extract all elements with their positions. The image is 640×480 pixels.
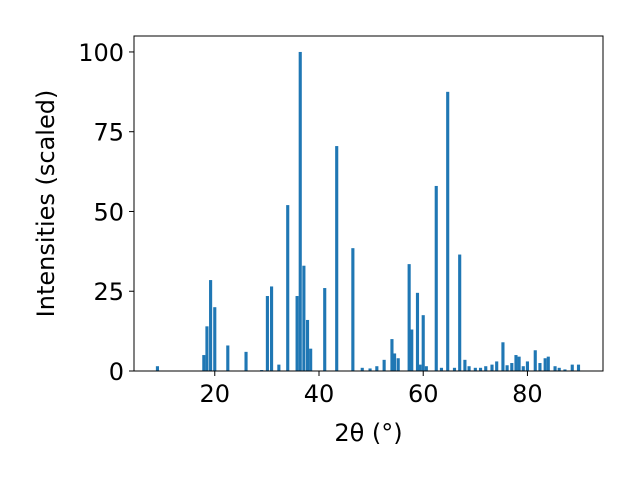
- bar: [209, 280, 213, 371]
- bar: [495, 361, 499, 371]
- bar: [463, 359, 467, 371]
- y-tick-label: 25: [93, 278, 124, 306]
- bar: [510, 363, 514, 371]
- bar: [213, 307, 217, 371]
- bar: [478, 367, 483, 371]
- bar: [407, 264, 411, 371]
- bar: [563, 369, 567, 371]
- bar: [302, 265, 306, 371]
- x-axis-label: 2θ (°): [334, 419, 402, 447]
- bar: [286, 205, 290, 371]
- bar: [360, 367, 364, 371]
- bar: [514, 355, 518, 371]
- bar: [382, 359, 386, 371]
- bar: [576, 364, 581, 371]
- bar: [298, 51, 302, 371]
- y-axis-label: Intensities (scaled): [32, 90, 60, 318]
- x-tick-label: 60: [408, 380, 439, 408]
- bar: [305, 319, 310, 371]
- bar: [418, 364, 422, 371]
- bar: [533, 350, 537, 371]
- bar: [424, 366, 428, 371]
- bar: [553, 366, 557, 371]
- bar: [421, 315, 425, 371]
- bar: [484, 366, 488, 371]
- bar: [392, 353, 397, 371]
- bar: [415, 292, 420, 371]
- bar: [410, 329, 414, 371]
- bar: [517, 356, 521, 371]
- y-tick-label: 100: [78, 39, 124, 67]
- bar: [434, 185, 438, 371]
- x-axis-ticks: 20 40 60 80: [199, 371, 543, 408]
- bar: [538, 363, 542, 371]
- bar: [525, 361, 530, 371]
- bar: [368, 368, 372, 371]
- bar: [570, 364, 574, 371]
- bar: [543, 358, 547, 371]
- bar: [155, 366, 160, 371]
- bar: [335, 146, 339, 371]
- bar: [446, 91, 450, 371]
- bar: [375, 366, 379, 371]
- y-tick-label: 75: [93, 119, 124, 147]
- x-tick-label: 20: [199, 380, 230, 408]
- bar: [265, 296, 269, 371]
- x-tick-label: 80: [512, 380, 543, 408]
- bar: [473, 367, 477, 371]
- bar: [277, 364, 281, 371]
- bar: [521, 366, 525, 371]
- bar: [309, 348, 313, 371]
- bar: [557, 367, 561, 371]
- y-tick-label: 50: [93, 198, 124, 226]
- bar: [546, 356, 550, 371]
- bar: [205, 326, 209, 371]
- bar: [501, 342, 505, 371]
- bar: [295, 296, 299, 371]
- bar: [490, 364, 494, 371]
- bar: [396, 358, 400, 371]
- bar: [244, 351, 248, 371]
- bar: [351, 248, 355, 371]
- bar: [226, 345, 230, 371]
- bar: [439, 367, 444, 371]
- bars-group: [155, 51, 581, 371]
- bar: [323, 288, 327, 371]
- bar: [505, 365, 509, 371]
- bar: [452, 367, 457, 371]
- x-tick-label: 40: [304, 380, 335, 408]
- plot-frame: [133, 35, 604, 372]
- y-tick-label: 0: [109, 358, 124, 386]
- bar: [390, 339, 394, 371]
- bar: [270, 286, 274, 371]
- bar: [202, 355, 206, 371]
- bar: [467, 366, 471, 371]
- bar: [458, 254, 462, 371]
- y-axis-ticks: 0 25 50 75 100: [78, 39, 134, 386]
